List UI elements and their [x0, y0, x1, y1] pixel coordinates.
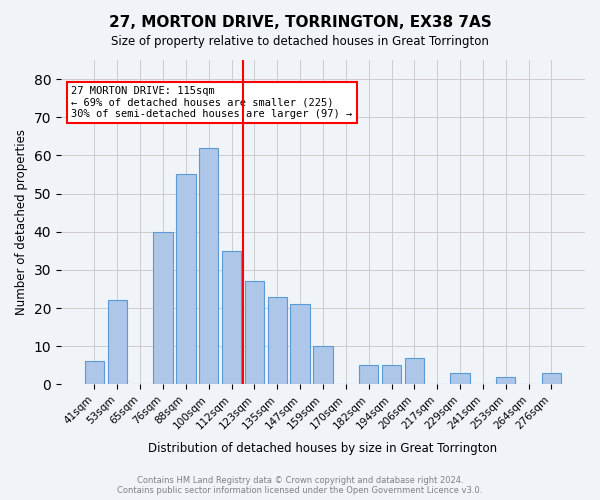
Bar — [176, 174, 196, 384]
Text: Size of property relative to detached houses in Great Torrington: Size of property relative to detached ho… — [111, 35, 489, 48]
Bar — [199, 148, 218, 384]
Bar — [404, 358, 424, 384]
Bar — [313, 346, 332, 385]
Text: 27 MORTON DRIVE: 115sqm
← 69% of detached houses are smaller (225)
30% of semi-d: 27 MORTON DRIVE: 115sqm ← 69% of detache… — [71, 86, 353, 119]
Bar — [107, 300, 127, 384]
Bar — [245, 282, 264, 385]
Bar — [222, 251, 241, 384]
Bar — [290, 304, 310, 384]
X-axis label: Distribution of detached houses by size in Great Torrington: Distribution of detached houses by size … — [148, 442, 497, 455]
Y-axis label: Number of detached properties: Number of detached properties — [15, 129, 28, 315]
Bar — [496, 376, 515, 384]
Bar — [268, 296, 287, 384]
Bar — [542, 373, 561, 384]
Text: 27, MORTON DRIVE, TORRINGTON, EX38 7AS: 27, MORTON DRIVE, TORRINGTON, EX38 7AS — [109, 15, 491, 30]
Bar — [382, 365, 401, 384]
Bar — [153, 232, 173, 384]
Bar — [85, 362, 104, 384]
Text: Contains HM Land Registry data © Crown copyright and database right 2024.
Contai: Contains HM Land Registry data © Crown c… — [118, 476, 482, 495]
Bar — [359, 365, 379, 384]
Bar — [451, 373, 470, 384]
